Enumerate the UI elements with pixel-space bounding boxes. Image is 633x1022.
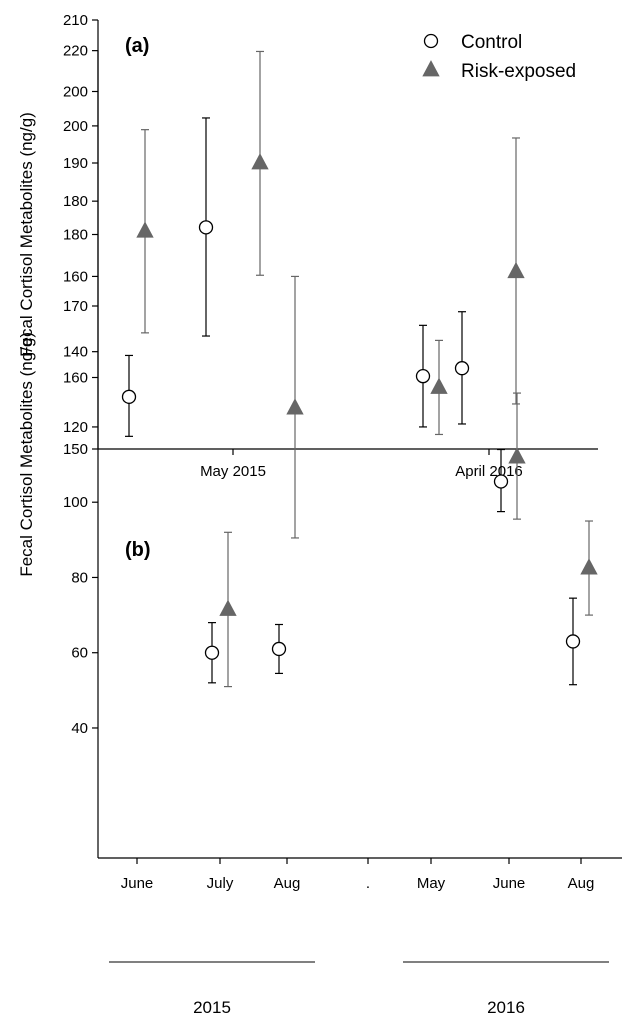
y-tick-label: 160: [63, 268, 88, 285]
y-tick-label: 180: [63, 193, 88, 210]
control-point: [565, 634, 581, 649]
x-tick-label: June: [121, 875, 154, 892]
x-tick-label: June: [493, 875, 526, 892]
panel-label: (b): [125, 539, 151, 561]
x-tick-label: Aug: [274, 875, 301, 892]
y-tick-label: 170: [63, 298, 88, 315]
y-tick-label: 160: [63, 370, 88, 387]
panel-a: 150 160 170 180 190 200 210 May 2015 April 2016 F…: [17, 12, 598, 480]
risk-exposed-point: [136, 221, 154, 238]
y-tick-label: 200: [63, 84, 88, 101]
risk-exposed-point: [286, 398, 304, 415]
risk-exposed-point: [507, 261, 525, 279]
y-tick-label: 120: [63, 419, 88, 436]
y-tick-label: 200: [63, 118, 88, 135]
control-point: [204, 645, 220, 660]
y-tick-label: 100: [63, 494, 88, 511]
y-tick-label: 40: [71, 720, 88, 737]
y-tick-label: 190: [63, 155, 88, 172]
year-label: 2016: [487, 998, 525, 1017]
x-tick-label: Aug: [568, 875, 595, 892]
risk-exposed-point: [508, 447, 526, 464]
y-tick-label: 150: [63, 441, 88, 458]
control-point: [198, 220, 214, 235]
control-point: [271, 641, 287, 657]
legend-label: Risk-exposed: [461, 61, 576, 82]
y-tick-label: 220: [63, 43, 88, 60]
legend-marker: [423, 33, 439, 49]
panel-label: (a): [125, 35, 149, 57]
control-point: [493, 474, 509, 489]
risk-exposed-point: [251, 153, 269, 170]
x-tick-label: .: [366, 875, 370, 892]
year-label: 2015: [193, 998, 231, 1017]
y-axis-label: Fecal Cortisol Metabolites (ng/g): [17, 112, 36, 357]
y-tick-label: 60: [71, 645, 88, 662]
risk-exposed-point: [430, 377, 448, 394]
x-tick-label: May 2015: [200, 463, 266, 480]
x-tick-label: May: [417, 875, 446, 892]
legend-label: Control: [461, 32, 522, 53]
y-tick-label: 210: [63, 12, 88, 29]
y-axis-label: Fecal Cortisol Metabolites (ng/g): [17, 332, 36, 577]
control-point: [415, 368, 431, 384]
y-tick-label: 180: [63, 227, 88, 244]
control-point: [454, 361, 470, 376]
risk-exposed-point: [580, 558, 598, 575]
legend-marker: [422, 60, 440, 77]
risk-exposed-point: [219, 599, 237, 616]
y-tick-label: 80: [71, 569, 88, 586]
x-tick-label: April 2016: [455, 463, 523, 480]
x-tick-label: July: [207, 875, 234, 892]
panel-b: 40 60 80 100 120 140 160 180 200 220 June July Aug. M…: [17, 43, 622, 1017]
control-point: [121, 389, 137, 404]
y-tick-label: 140: [63, 344, 88, 361]
